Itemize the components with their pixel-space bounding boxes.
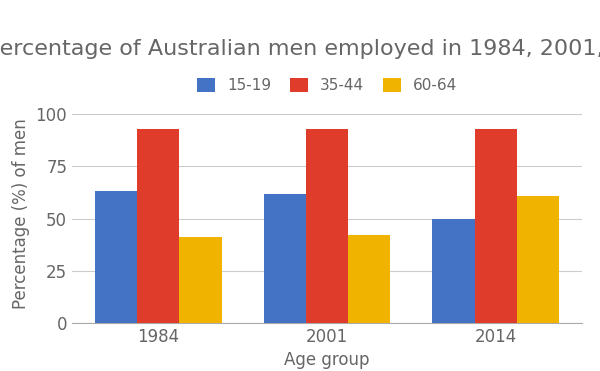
- X-axis label: Age group: Age group: [284, 351, 370, 369]
- Bar: [306, 129, 348, 323]
- Bar: [517, 196, 559, 323]
- Bar: [348, 235, 390, 323]
- Y-axis label: Percentage (%) of men: Percentage (%) of men: [12, 118, 30, 309]
- Bar: [264, 194, 306, 323]
- Title: Percentage of Australian men employed in 1984, 2001, 2014: Percentage of Australian men employed in…: [0, 39, 600, 59]
- Bar: [433, 219, 475, 323]
- Bar: [95, 191, 137, 323]
- Bar: [137, 129, 179, 323]
- Bar: [179, 237, 221, 323]
- Legend: 15-19, 35-44, 60-64: 15-19, 35-44, 60-64: [190, 72, 464, 99]
- Bar: [475, 129, 517, 323]
